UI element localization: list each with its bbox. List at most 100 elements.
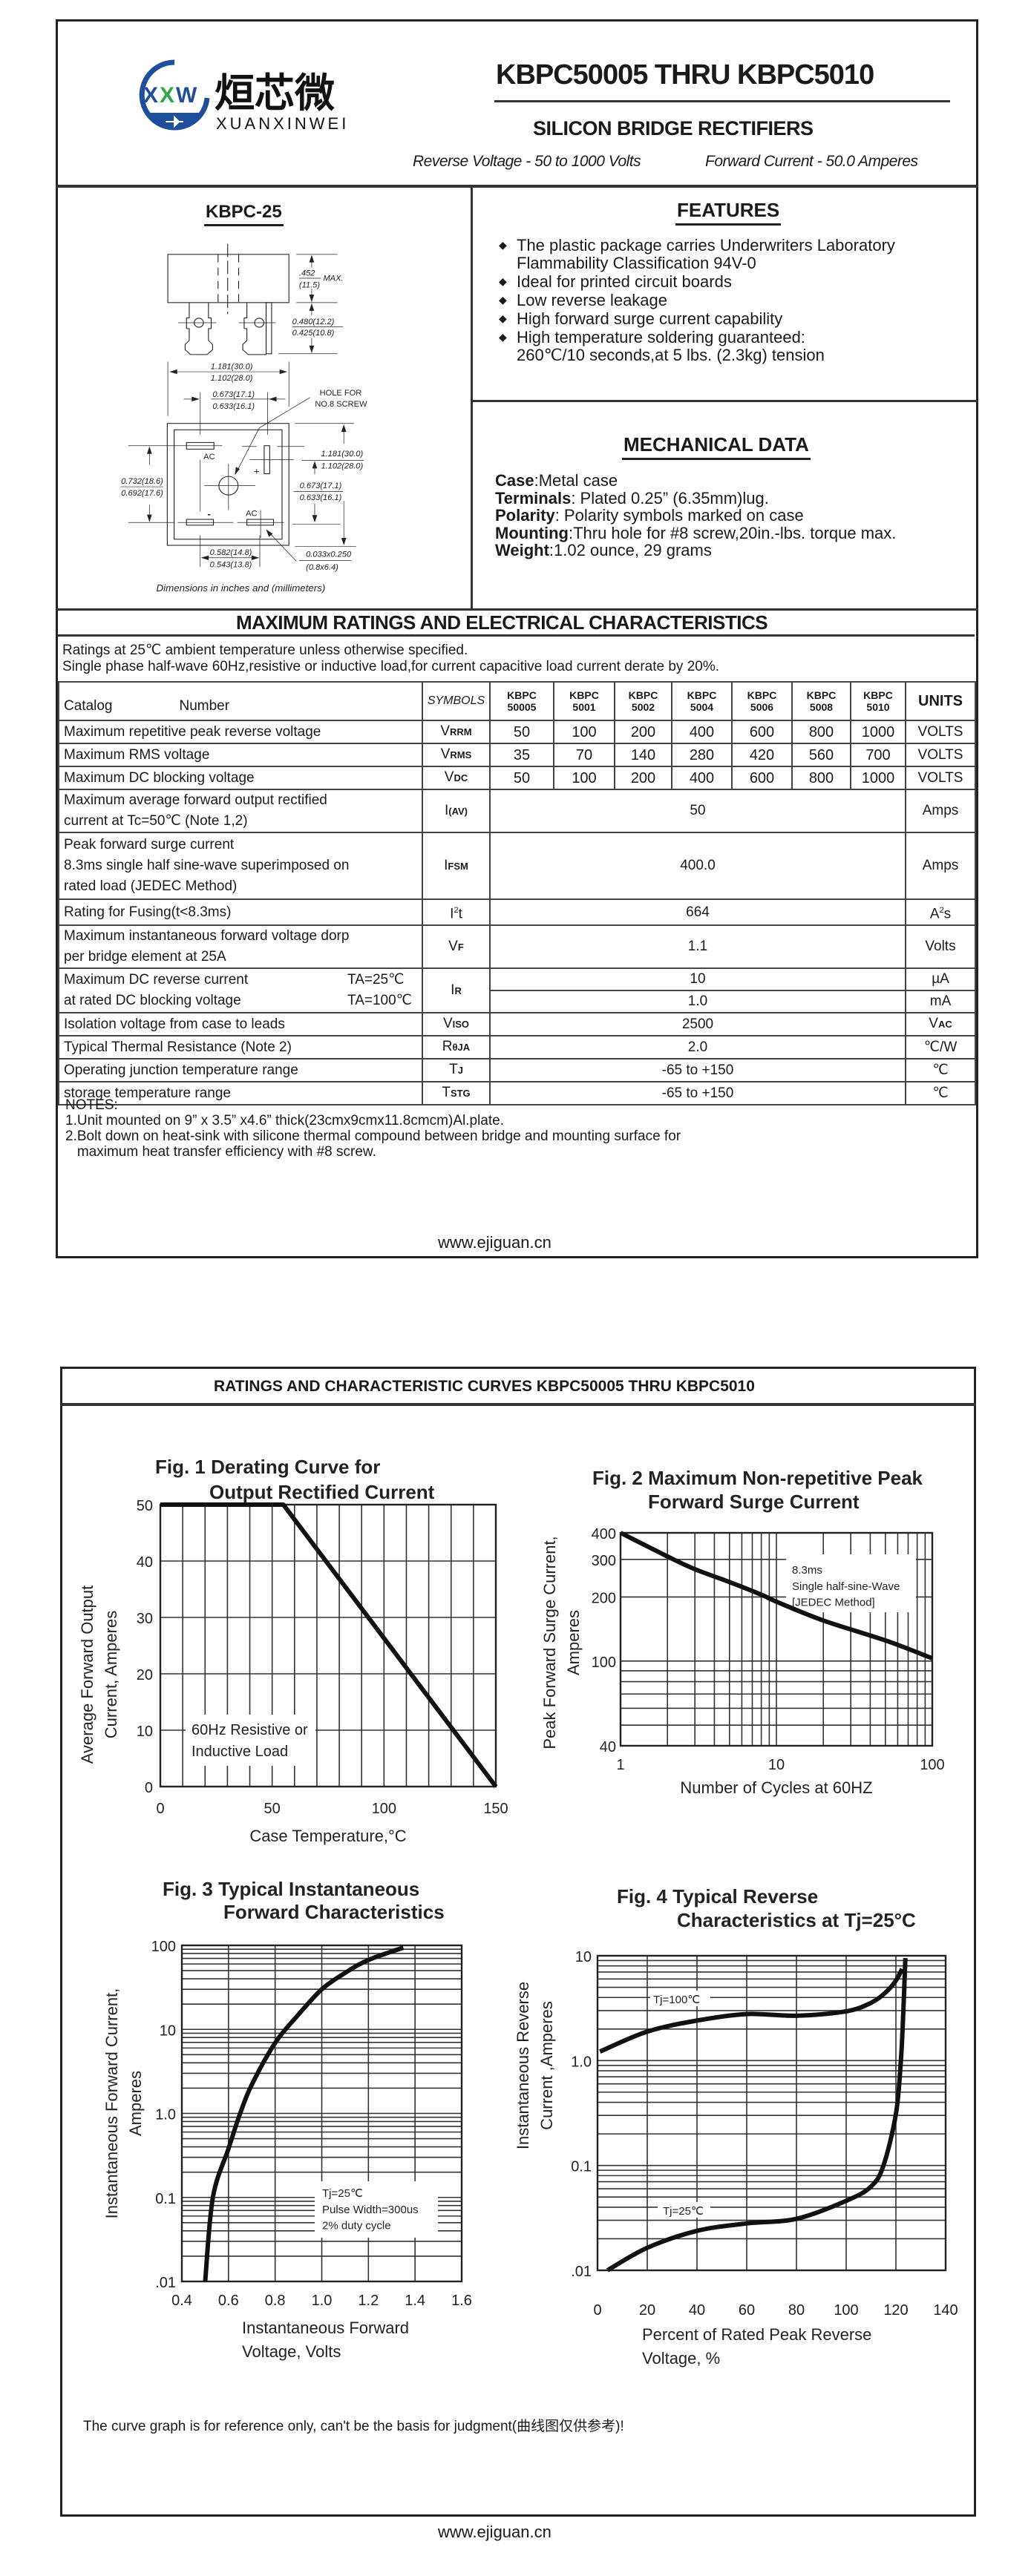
value-cell: 600 xyxy=(731,766,793,790)
curve-disclaimer: The curve graph is for reference only, c… xyxy=(83,2419,624,2434)
note-line-2: 2.Bolt down on heat-sink with silicone t… xyxy=(65,1128,681,1144)
curves-heading: RATINGS AND CHARACTERISTIC CURVES KBPC50… xyxy=(214,1378,755,1395)
model-number: 5006 xyxy=(750,701,774,713)
ratings-note-2: Single phase half-wave 60Hz,resistive or… xyxy=(62,659,720,674)
value-cell: 420 xyxy=(731,743,793,767)
header-symbols: SYMBOLS xyxy=(422,681,491,721)
page1-website[interactable]: www.ejiguan.cn xyxy=(438,1233,551,1252)
header-catalog: Catalog xyxy=(64,698,113,714)
mechanical-item: Mounting:Thru hole for #8 screw,20in.-lb… xyxy=(495,524,896,542)
parameter-text: Maximum average forward output rectified xyxy=(64,792,327,808)
product-subtitle: SILICON BRIDGE RECTIFIERS xyxy=(533,117,814,139)
hole-label-1: HOLE FOR xyxy=(320,389,362,398)
logo-graphic: X X W 烜芯微 XUANXINWEI xyxy=(139,59,349,133)
table-row: Maximum repetitive peak reverse voltage V… xyxy=(58,720,976,744)
symbol-cell: I(AV) xyxy=(422,789,491,833)
value-cell: 50 xyxy=(489,720,554,744)
dim-height-top: .452 xyxy=(299,269,315,278)
datasheet-page-1 xyxy=(56,19,978,1258)
table-row: Rating for Fusing(t<8.3ms) I2t 664 A2s xyxy=(58,898,976,927)
company-logo: X X W 烜芯微 XUANXINWEI xyxy=(137,58,382,133)
symbol-cell: VISO xyxy=(422,1012,491,1037)
symbol-sub: AC xyxy=(937,1019,952,1031)
value-cell: 35 xyxy=(489,743,554,767)
symbol-cell: TSTG xyxy=(422,1081,491,1106)
symbol-main: Amps xyxy=(922,858,959,873)
unit-cell: Amps xyxy=(905,789,976,833)
ratings-table: Catalog Number SYMBOLS KBPC 50005 KBPC 5001 KBP… xyxy=(58,681,976,1106)
logo-mark-x1: X xyxy=(143,83,158,108)
forward-current-spec: Forward Current - 50.0 Amperes xyxy=(705,153,918,170)
dim-pitch-bottom: 0.633(16.1) xyxy=(212,402,255,411)
model-prefix: KBPC xyxy=(628,689,658,701)
model-number: 5008 xyxy=(809,701,834,713)
parameter-cell: storage temperature range xyxy=(58,1081,423,1106)
ratings-heading: MAXIMUM RATINGS AND ELECTRICAL CHARACTER… xyxy=(236,611,768,634)
parameter-text: Maximum DC blocking voltage xyxy=(64,769,255,786)
value-cell: 400.0 xyxy=(489,832,906,900)
parameter-cell: Maximum DC blocking voltage xyxy=(58,766,423,790)
features-list: ◆ The plastic package carries Underwriter… xyxy=(499,236,895,364)
model-prefix: KBPC xyxy=(687,689,717,701)
page2-website[interactable]: www.ejiguan.cn xyxy=(438,2523,551,2541)
unit-cell: µA xyxy=(905,967,976,992)
bullet-diamond-icon: ◆ xyxy=(499,312,507,324)
dimension-arrows xyxy=(146,254,347,560)
mechanical-label: Terminals xyxy=(495,488,572,507)
feature-text: Ideal for printed circuit boards xyxy=(517,272,732,291)
table-row: Operating junction temperature range TJ -6… xyxy=(58,1058,976,1083)
feature-item: ◆ High temperature soldering guaranteed: xyxy=(499,328,895,346)
table-row: Typical Thermal Resistance (Note 2) RθJA 2… xyxy=(58,1035,976,1060)
package-outline-drawing: .452 (11.5) MAX. 0.480(12.2) 0.425(10.8)… xyxy=(120,243,367,594)
parameter-text: Rating for Fusing(t<8.3ms) xyxy=(64,904,232,920)
model-prefix: KBPC xyxy=(569,689,599,701)
symbol-cell: RθJA xyxy=(422,1035,491,1060)
mechanical-label: Case xyxy=(495,471,534,490)
mechanical-value: : Polarity symbols marked on case xyxy=(554,506,804,525)
value-cell: 2500 xyxy=(489,1012,906,1037)
value-cell: 400 xyxy=(671,720,733,744)
parameter-line: at rated DC blocking voltage TA=100℃ xyxy=(64,990,417,1011)
symbol-sub: R xyxy=(454,985,462,996)
feature-text: High forward surge current capability xyxy=(517,309,783,328)
header-model-5001: KBPC 5001 xyxy=(553,681,615,721)
parameter-text: Maximum DC reverse current xyxy=(64,972,249,988)
logo-pinyin: XUANXINWEI xyxy=(216,114,349,132)
bullet-diamond-icon: ◆ xyxy=(499,239,507,251)
package-name: KBPC-25 xyxy=(204,202,284,226)
hole-label-2: NO.8 SCREW xyxy=(315,400,367,409)
ratings-top-divider xyxy=(56,608,978,611)
model-prefix: KBPC xyxy=(507,689,537,701)
curves-heading-divider xyxy=(60,1403,976,1406)
parameter-cell: Typical Thermal Resistance (Note 2) xyxy=(58,1035,423,1060)
unit-cell: A2s xyxy=(905,898,976,927)
note-line-1: 1.Unit mounted on 9” x 3.5” x4.6” thick(… xyxy=(65,1113,504,1128)
header-units: UNITS xyxy=(905,681,976,721)
value-cell: 664 xyxy=(489,898,906,927)
unit-cell: VOLTS xyxy=(905,743,976,767)
logo-mark-x2: X xyxy=(160,83,174,108)
unit-cell: mA xyxy=(905,990,976,1014)
value-cell: 200 xyxy=(614,720,672,744)
parameter-text: per bridge element at 25A xyxy=(64,949,226,965)
parameter-cell: Maximum RMS voltage xyxy=(58,743,423,767)
feature-item: ◆ Ideal for printed circuit boards xyxy=(499,272,895,291)
unit-cell: ℃ xyxy=(905,1081,976,1106)
parameter-text: current at Tc=50℃ (Note 1,2) xyxy=(64,813,248,829)
symbol-sub: RRM xyxy=(450,726,472,737)
value-cell: -65 to +150 xyxy=(489,1081,906,1106)
dim-height-note: MAX. xyxy=(323,275,343,283)
symbol-main: V xyxy=(442,1016,453,1032)
unit-cell: Volts xyxy=(905,924,976,970)
model-prefix: KBPC xyxy=(863,689,893,701)
symbol-tail: t xyxy=(458,906,462,922)
parameter-text: Maximum repetitive peak reverse voltage xyxy=(64,723,321,740)
table-row: Isolation voltage from case to leads VISO… xyxy=(58,1012,976,1037)
label-minus: - xyxy=(207,508,210,519)
parameter-text: 8.3ms single half sine-wave superimposed… xyxy=(64,858,350,873)
header-catalog-number: Catalog Number xyxy=(58,681,423,721)
note-line-3: maximum heat transfer efficiency with #8… xyxy=(65,1144,376,1160)
bullet-diamond-icon: ◆ xyxy=(499,294,507,306)
header-model-5004: KBPC 5004 xyxy=(671,681,733,721)
feature-item: ◆ High forward surge current capability xyxy=(499,309,895,328)
